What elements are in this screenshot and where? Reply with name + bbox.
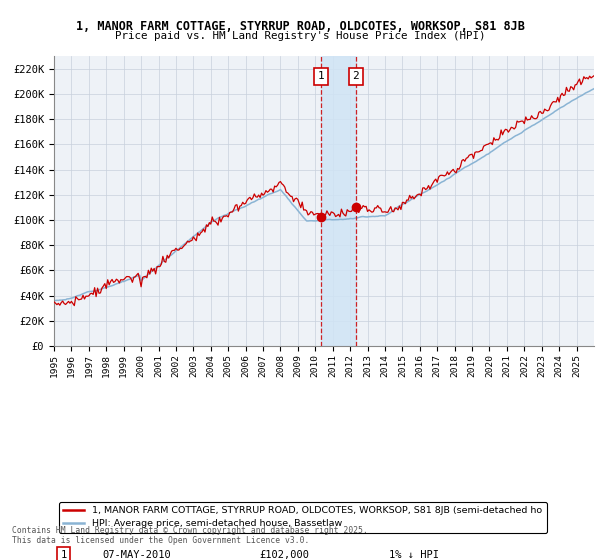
Bar [321,56,356,346]
Text: 1: 1 [61,550,67,560]
Legend: 1, MANOR FARM COTTAGE, STYRRUP ROAD, OLDCOTES, WORKSOP, S81 8JB (semi-detached h: 1, MANOR FARM COTTAGE, STYRRUP ROAD, OLD… [59,502,547,533]
Text: Contains HM Land Registry data © Crown copyright and database right 2025.: Contains HM Land Registry data © Crown c… [12,526,368,535]
Text: Price paid vs. HM Land Registry's House Price Index (HPI): Price paid vs. HM Land Registry's House … [115,31,485,41]
Text: 07-MAY-2010: 07-MAY-2010 [103,550,172,560]
Text: This data is licensed under the Open Government Licence v3.0.: This data is licensed under the Open Gov… [12,536,310,545]
Text: 2: 2 [353,71,359,81]
Text: 1, MANOR FARM COTTAGE, STYRRUP ROAD, OLDCOTES, WORKSOP, S81 8JB: 1, MANOR FARM COTTAGE, STYRRUP ROAD, OLD… [76,20,524,32]
Text: £102,000: £102,000 [259,550,309,560]
Text: 1: 1 [318,71,325,81]
Text: 1% ↓ HPI: 1% ↓ HPI [389,550,439,560]
